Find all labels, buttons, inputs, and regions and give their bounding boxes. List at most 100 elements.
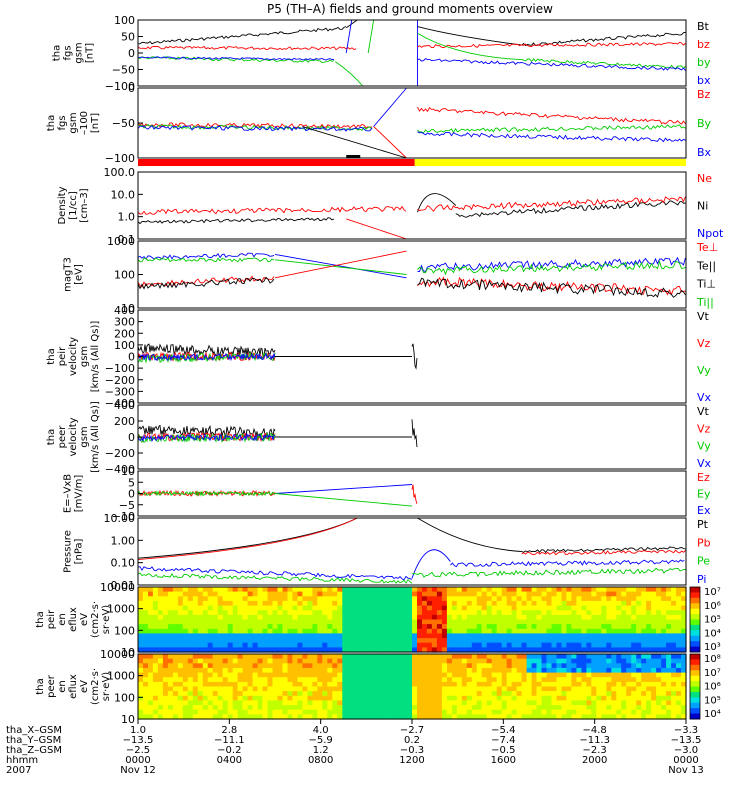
spectrogram-cell	[476, 677, 483, 683]
spectrogram-cell	[138, 610, 144, 616]
spectrogram-cell	[636, 700, 642, 706]
y-axis-label: tha	[35, 611, 46, 627]
spectrogram-cell	[646, 714, 652, 720]
x-axis-value: −4.8	[583, 725, 607, 736]
spectrogram-cell	[307, 628, 313, 634]
spectrogram-cell	[511, 691, 518, 697]
spectrogram-cell	[666, 714, 672, 720]
spectrogram-cell	[342, 642, 348, 648]
spectrogram-cell	[202, 714, 209, 720]
spectrogram-cell	[382, 677, 388, 683]
spectrogram-cell	[412, 663, 418, 669]
spectrogram-cell	[681, 642, 687, 648]
spectrogram-cell	[506, 647, 513, 653]
spectrogram-cell	[337, 600, 343, 607]
spectrogram-cell	[217, 705, 224, 711]
spectrogram-cell	[138, 681, 144, 688]
spectrogram-cell	[372, 686, 378, 692]
spectrogram-cell	[666, 686, 672, 692]
spectrogram-cell	[621, 591, 627, 597]
spectrogram-cell	[392, 628, 398, 634]
spectrogram-cell	[536, 672, 543, 678]
spectrogram-cell	[606, 672, 612, 678]
spectrogram-cell	[237, 587, 244, 593]
spectrogram-cell	[417, 695, 423, 701]
spectrogram-cell	[197, 638, 204, 644]
spectrogram-cell	[511, 658, 518, 664]
spectrogram-cell	[656, 658, 662, 664]
spectrogram-cell	[451, 663, 458, 669]
spectrogram-cell	[267, 691, 274, 697]
spectrogram-cell	[581, 658, 587, 664]
spectrogram-cell	[282, 681, 289, 688]
spectrogram-cell	[362, 695, 368, 701]
spectrogram-cell	[222, 672, 229, 678]
spectrogram-cell	[491, 605, 498, 611]
spectrogram-cell	[446, 605, 453, 611]
spectrogram-cell	[237, 667, 244, 674]
spectrogram-cell	[591, 647, 597, 653]
spectrogram-cell	[372, 600, 378, 607]
spectrogram-cell	[252, 677, 259, 683]
spectrogram-cell	[407, 642, 413, 648]
spectrogram-cell	[197, 695, 204, 701]
spectrogram-cell	[207, 587, 214, 593]
spectrogram-cell	[252, 628, 259, 634]
spectrogram-cell	[162, 638, 169, 644]
spectrogram-cell	[441, 686, 448, 692]
spectrogram-cell	[506, 691, 513, 697]
spectrogram-cell	[332, 654, 338, 660]
spectrogram-cell	[431, 600, 438, 607]
spectrogram-cell	[272, 700, 279, 706]
spectrogram-cell	[172, 667, 179, 674]
spectrogram-cell	[192, 654, 199, 660]
spectrogram-cell	[461, 591, 468, 597]
spectrogram-cell	[536, 633, 543, 639]
spectrogram-cell	[387, 705, 393, 711]
spectrogram-cell	[407, 600, 413, 607]
spectrogram-cell	[521, 663, 528, 669]
spectrogram-cell	[511, 642, 518, 648]
trace-by-drop	[335, 61, 364, 87]
y-axis-label: E=–VxB	[63, 474, 74, 513]
spectrogram-cell	[277, 700, 284, 706]
spectrogram-cell	[546, 705, 553, 711]
spectrogram-cell	[476, 663, 483, 669]
spectrogram-cell	[302, 624, 308, 630]
spectrogram-cell	[342, 681, 348, 688]
spectrogram-cell	[496, 591, 503, 597]
spectrogram-cell	[521, 658, 528, 664]
spectrogram-cell	[312, 619, 318, 625]
spectrogram-cell	[681, 591, 687, 597]
colorbar-swatch	[690, 608, 700, 615]
spectrogram-cell	[352, 596, 358, 602]
spectrogram-cell	[262, 638, 269, 644]
spectrogram-cell	[566, 677, 572, 683]
spectrogram-cell	[242, 600, 249, 607]
x-axis-value: 4.0	[313, 725, 329, 736]
spectrogram-cell	[606, 700, 612, 706]
trace-ne-late	[417, 196, 686, 212]
spectrogram-cell	[267, 619, 274, 625]
spectrogram-cell	[267, 647, 274, 653]
spectrogram-cell	[187, 610, 194, 616]
spectrogram-cell	[362, 624, 368, 630]
spectrogram-cell	[481, 624, 488, 630]
spectrogram-cell	[541, 658, 548, 664]
legend-by: by	[697, 56, 711, 69]
spectrogram-cell	[247, 628, 254, 634]
spectrogram-cell	[237, 619, 244, 625]
spectrogram-cell	[481, 672, 488, 678]
spectrogram-cell	[197, 610, 204, 616]
spectrogram-cell	[382, 624, 388, 630]
spectrogram-cell	[501, 714, 508, 720]
spectrogram-cell	[257, 681, 264, 688]
spectrogram-cell	[352, 624, 358, 630]
spectrogram-cell	[247, 619, 254, 625]
spectrogram-cell	[576, 658, 582, 664]
spectrogram-cell	[456, 695, 463, 701]
spectrogram-cell	[546, 619, 553, 625]
spectrogram-cell	[177, 610, 184, 616]
spectrogram-cell	[143, 658, 149, 664]
spectrogram-cell	[367, 658, 373, 664]
